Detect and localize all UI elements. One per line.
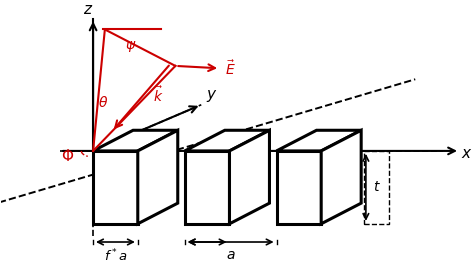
Text: $\vec{k}$: $\vec{k}$	[153, 85, 164, 105]
Polygon shape	[276, 151, 321, 224]
Text: $\vec{E}$: $\vec{E}$	[225, 59, 236, 78]
Text: t: t	[373, 180, 378, 194]
Text: x: x	[461, 146, 470, 161]
Polygon shape	[321, 130, 361, 224]
Text: z: z	[83, 2, 91, 17]
Text: $a$: $a$	[226, 248, 236, 262]
Text: $\psi$: $\psi$	[125, 39, 137, 54]
Text: $\Phi$: $\Phi$	[61, 148, 74, 164]
Polygon shape	[93, 151, 138, 224]
Polygon shape	[229, 130, 269, 224]
Polygon shape	[185, 151, 229, 224]
Polygon shape	[138, 130, 178, 224]
Polygon shape	[93, 130, 178, 151]
Text: y: y	[206, 87, 215, 102]
Polygon shape	[185, 130, 269, 151]
Polygon shape	[276, 130, 361, 151]
Text: $\theta$: $\theta$	[98, 95, 108, 110]
Text: $f^*a$: $f^*a$	[104, 248, 127, 265]
